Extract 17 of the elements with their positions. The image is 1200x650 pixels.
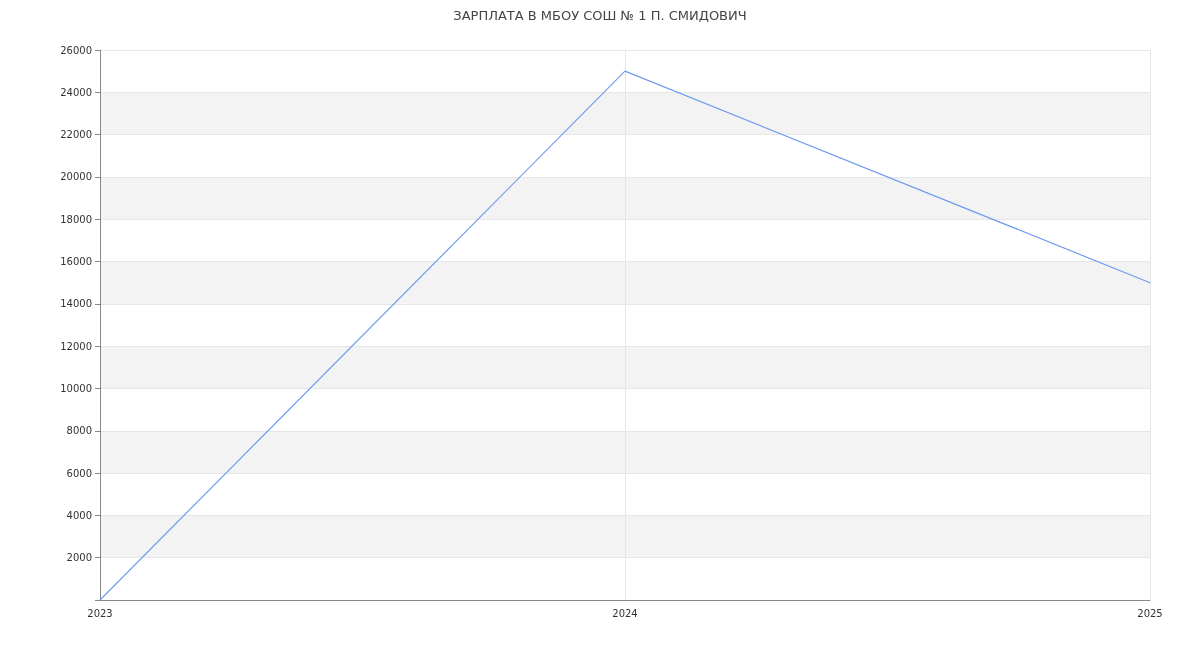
- y-tick-label: 14000: [60, 298, 92, 310]
- y-tick-label: 16000: [60, 256, 92, 268]
- x-tick-label: 2023: [87, 607, 113, 619]
- y-tick-label: 10000: [60, 382, 92, 394]
- y-tick-label: 20000: [60, 171, 92, 183]
- y-tick-label: 12000: [60, 340, 92, 352]
- y-tick-label: 24000: [60, 86, 92, 98]
- y-tick-label: 22000: [60, 129, 92, 141]
- x-tick-label: 2024: [612, 607, 638, 619]
- y-tick-label: 2000: [66, 552, 92, 564]
- y-tick-label: 18000: [60, 213, 92, 225]
- y-tick-label: 6000: [66, 467, 92, 479]
- y-tick-label: 4000: [66, 509, 92, 521]
- y-tick-label: 26000: [60, 44, 92, 56]
- x-tick-label: 2025: [1137, 607, 1163, 619]
- chart-title: ЗАРПЛАТА В МБОУ СОШ № 1 П. СМИДОВИЧ: [453, 8, 747, 23]
- y-tick-label: 8000: [66, 425, 92, 437]
